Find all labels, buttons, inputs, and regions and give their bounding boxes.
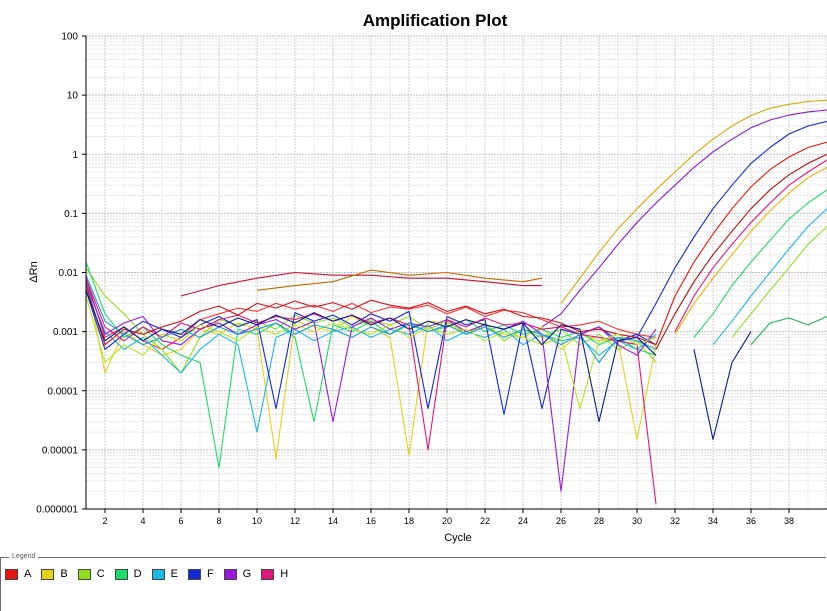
x-tick-label: 30 [632,516,642,526]
y-tick-label: 100 [61,32,78,43]
series-line-h [674,159,827,332]
series-line-a [85,285,657,346]
series-line-g [85,281,657,492]
x-tick-label: 34 [708,516,718,526]
series-lines [85,99,827,505]
legend-items: A B C D E F G H [5,568,298,580]
legend-caption: Legend [9,551,39,563]
legend-swatch [187,568,201,580]
series-line-f [693,331,752,441]
legend-label: H [280,568,289,580]
y-tick-label: 0.000001 [36,505,78,516]
y-tick-label: 0.001 [53,327,78,338]
x-axis-label: Cycle [444,532,472,544]
x-tick-label: 22 [480,516,490,526]
x-tick-label: 32 [670,516,680,526]
legend-swatch [77,568,91,580]
series-line-b [256,269,543,291]
legend-item-f[interactable]: F [187,568,214,580]
x-tick-label: 28 [594,516,604,526]
y-axis-label: ΔRn [28,261,40,282]
series-line-e [85,274,657,364]
legend-swatch [41,568,55,580]
legend-item-b[interactable]: B [41,568,68,580]
legend-swatch [261,568,275,580]
legend-label: G [242,568,252,580]
x-tick-label: 20 [442,516,452,526]
legend-swatch [223,568,237,580]
y-tick-label: 1 [72,150,78,161]
series-line-b [674,166,827,335]
plot-gridlines [85,35,827,510]
legend-swatch [151,568,165,580]
x-tick-label: 10 [252,516,262,526]
y-tick-label: 0.01 [59,268,79,279]
chart-title: Amplification Plot [363,11,508,30]
series-line-g [541,109,827,328]
x-tick-label: 16 [366,516,376,526]
series-line-c [85,295,657,410]
x-tick-label: 38 [784,516,794,526]
legend-swatch [5,568,18,580]
series-line-f [636,120,827,338]
series-line-a [655,153,827,350]
x-tick-label: 26 [556,516,566,526]
series-line-a [655,141,827,345]
x-tick-label: 36 [746,516,756,526]
y-tick-label: 0.0001 [47,386,78,397]
series-line-h [180,271,542,297]
legend-item-g[interactable]: G [223,568,252,580]
x-tick-label: 14 [328,516,338,526]
series-line-d [750,315,827,346]
legend-panel: Legend A B C D E F G H [0,551,826,611]
y-tick-labels: 100 10 1 0.1 0.01 0.001 0.0001 0.00001 0.000001 [36,32,86,516]
x-tick-label: 12 [290,516,300,526]
y-tick-label: 0.1 [64,209,78,220]
x-tick-label: 18 [404,516,414,526]
series-line-e [85,285,657,433]
series-line-f [85,290,657,415]
legend-item-c[interactable]: C [77,568,105,580]
amplification-plot-chart: Amplification Plot 100 10 1 0.1 0.01 0.001 0.0… [28,11,827,544]
legend-label: C [96,568,105,580]
series-line-e [712,208,827,346]
legend-item-e[interactable]: E [151,568,178,580]
legend-item-a[interactable]: A [5,568,31,580]
legend-label: D [133,568,142,580]
series-line-c [731,226,827,338]
x-tick-label: 6 [178,516,183,526]
legend-label: B [60,568,68,580]
y-tick-label: 0.00001 [42,445,79,456]
legend-item-h[interactable]: H [261,568,288,580]
series-line-f [85,290,657,423]
legend-label: E [170,568,178,580]
legend-label: F [206,568,214,580]
y-tick-label: 10 [67,91,79,102]
x-tick-label: 4 [140,516,145,526]
x-tick-label: 8 [216,516,221,526]
legend-label: A [24,568,32,580]
legend-swatch [114,568,128,580]
x-tick-label: 2 [102,516,107,526]
series-line-b [560,99,827,304]
x-tick-labels: 2 4 6 8 10 12 14 16 18 20 22 24 26 28 30 32 34 36 38 [102,509,794,526]
legend-item-d[interactable]: D [114,568,142,580]
x-tick-label: 24 [518,516,528,526]
series-line-h [85,278,657,505]
series-line-d [693,189,827,338]
